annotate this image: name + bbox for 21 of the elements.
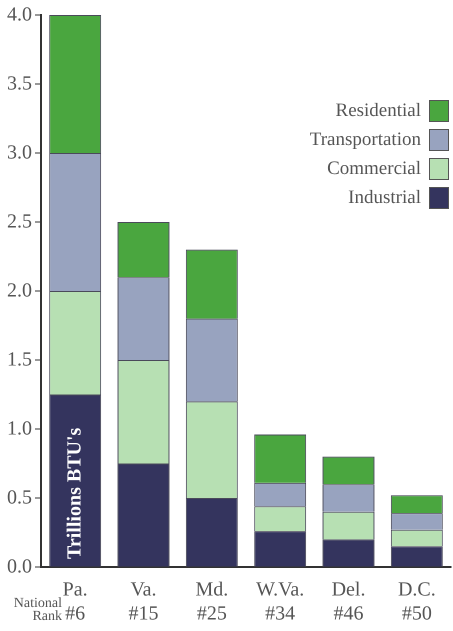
- legend-label: Industrial: [348, 187, 421, 209]
- y-tick-label: 1.0: [7, 417, 32, 440]
- x-tick-label: Pa. #6: [62, 578, 88, 624]
- y-tick-label: 3.0: [7, 141, 32, 164]
- y-tick-label: 3.5: [7, 72, 32, 94]
- y-tick-label: 1.5: [7, 348, 32, 370]
- legend-label: Residential: [336, 100, 421, 122]
- y-tick-label: 2.0: [7, 279, 32, 302]
- legend-label: Transportation: [310, 129, 421, 151]
- x-tick-label: Del. #46: [332, 578, 366, 624]
- y-axis-title: Trillions BTU's: [63, 427, 86, 559]
- x-tick-label: D.C. #50: [398, 578, 436, 624]
- y-tick-label: 0.5: [7, 486, 32, 508]
- x-tick-label: Va. #15: [128, 578, 158, 624]
- legend-label: Commercial: [327, 158, 421, 180]
- text: National Rank: [12, 596, 62, 624]
- y-tick-label: 0.0: [7, 555, 32, 578]
- x-tick-label: Md. #25: [195, 578, 228, 624]
- y-tick-label: 2.5: [7, 210, 32, 232]
- y-tick-label: 4.0: [7, 3, 32, 26]
- x-tick-label: W.Va. #34: [256, 578, 304, 624]
